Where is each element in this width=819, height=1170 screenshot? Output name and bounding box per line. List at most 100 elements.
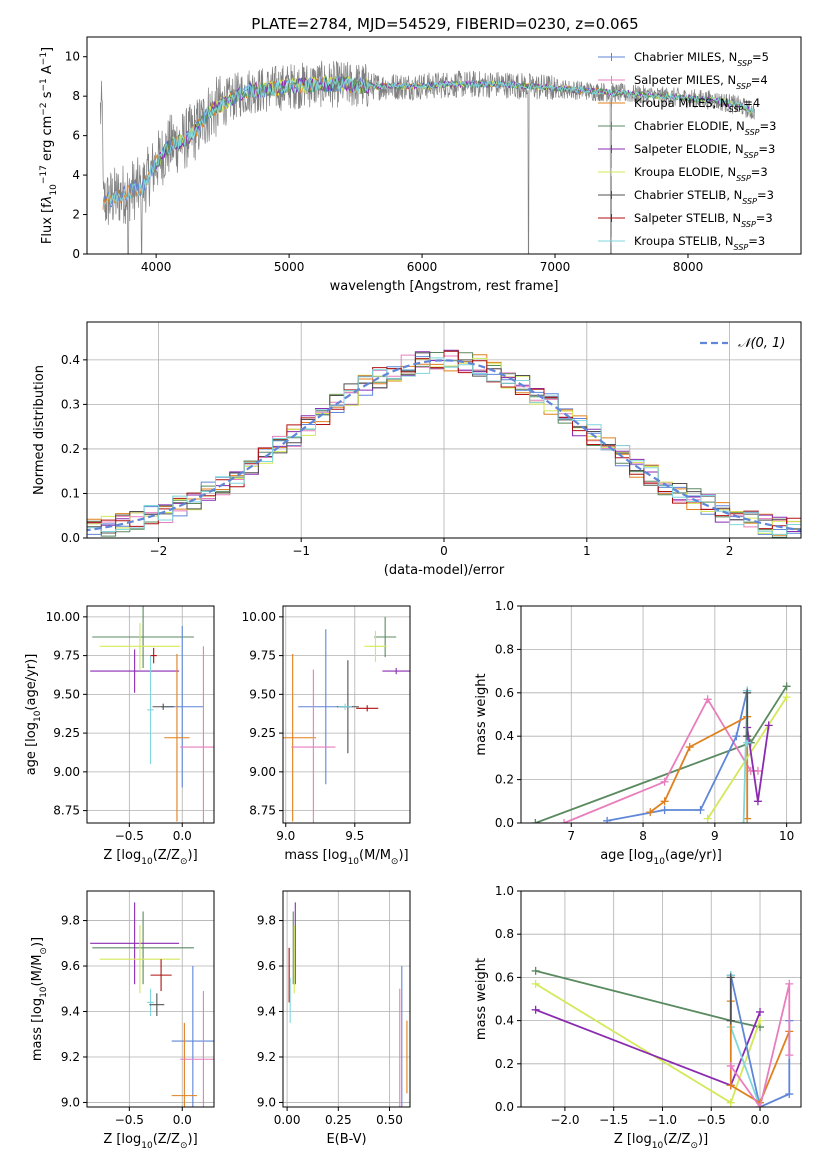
error-bar-point xyxy=(92,606,194,668)
residuals-legend: 𝒩(0, 1) xyxy=(700,336,785,351)
x-tick-label: 0.50 xyxy=(376,1113,403,1127)
residuals-panel: −2 −1 0 1 2 0.0 0.1 0.2 0.3 0.4 (data-model)/error… xyxy=(32,321,802,578)
x-tick-label: 0.0 xyxy=(173,829,192,843)
legend-label: Kroupa ELODIE, NSSP=3 xyxy=(634,165,768,183)
weight-marker xyxy=(739,819,748,823)
weight-marker xyxy=(782,693,791,702)
weight-marker xyxy=(531,979,540,988)
y-axis-label: mass weight xyxy=(474,958,489,1040)
y-axis-label: Flux [fλ10−17 erg cm−2 s−1 A−1] xyxy=(39,47,59,244)
legend-label: Salpeter ELODIE, NSSP=3 xyxy=(634,142,775,160)
weight-marker xyxy=(560,819,569,823)
x-tick-label: 6000 xyxy=(407,260,438,274)
legend-label: Chabrier STELIB, NSSP=3 xyxy=(634,188,774,206)
error-bar-point xyxy=(99,925,181,994)
legend-label: Kroupa MILES, NSSP=4 xyxy=(634,96,760,114)
y-tick-label: 9.50 xyxy=(249,687,276,701)
y-tick-label: 8.75 xyxy=(249,804,276,818)
weight-line-chabrier-miles xyxy=(607,690,749,822)
error-bar-point xyxy=(180,646,214,823)
weight-marker xyxy=(696,805,705,814)
axes-frame xyxy=(520,605,802,824)
y-axis-label: mass weight xyxy=(474,673,489,755)
error-bar-point xyxy=(171,966,214,1107)
y-tick-label: 9.6 xyxy=(257,959,276,973)
axes-frame xyxy=(86,605,215,824)
x-tick-label: 0 xyxy=(440,544,448,558)
y-axis-label: Normed distribution xyxy=(32,365,47,495)
weight-marker xyxy=(726,1081,735,1090)
error-bar-point xyxy=(364,630,387,662)
weight-line-kroupa-elodie xyxy=(706,696,788,820)
x-axis-label: E(B-V) xyxy=(326,1132,366,1147)
weight-marker xyxy=(764,721,773,730)
x-tick-label: 0.25 xyxy=(325,1113,352,1127)
x-tick-label: −1.5 xyxy=(599,1113,628,1127)
weight-line-kroupa-elodie xyxy=(535,983,761,1105)
weight-marker xyxy=(646,808,655,817)
error-bar-point xyxy=(90,902,180,985)
weight-marker xyxy=(782,682,791,691)
error-bar-point xyxy=(150,959,172,992)
axes-frame xyxy=(282,605,411,824)
weight-marker xyxy=(703,814,712,823)
x-tick-label: −0.5 xyxy=(115,1113,144,1127)
weight-line-salpeter-elodie xyxy=(535,1008,761,1087)
error-bar-point xyxy=(382,668,410,675)
weight-marker xyxy=(785,1051,794,1060)
y-tick-label: 9.75 xyxy=(249,649,276,663)
y-tick-label: 9.4 xyxy=(61,1005,80,1019)
axes-frame xyxy=(520,890,802,1108)
y-tick-label: 10.00 xyxy=(46,610,80,624)
y-axis-label: mass [log10(M/M⊙)] xyxy=(30,937,49,1061)
weight-marker xyxy=(703,695,712,704)
y-tick-label: 9.25 xyxy=(53,726,80,740)
y-tick-label: 0.4 xyxy=(495,729,514,743)
x-tick-label: 10 xyxy=(779,829,794,843)
weight-marker xyxy=(660,805,669,814)
x-tick-label: 7000 xyxy=(540,260,571,274)
weight-line-chabrier-elodie xyxy=(535,970,761,1028)
error-bar-point xyxy=(152,703,174,710)
y-axis-label: age [log10(age/yr)] xyxy=(24,654,43,776)
plot-area xyxy=(531,682,791,823)
weight-marker xyxy=(756,1103,765,1107)
weight-marker xyxy=(785,979,794,988)
error-bar-point xyxy=(356,705,379,712)
age-vs-metallicity-panel: −0.5 0.0 8.75 9.00 9.25 9.50 9.75 10.00 Z [log10… xyxy=(24,605,215,867)
y-tick-label: 0.8 xyxy=(495,927,514,941)
weight-line-kroupa-miles xyxy=(729,1001,791,1105)
x-tick-label: −1.0 xyxy=(648,1113,677,1127)
x-tick-label: −1 xyxy=(292,544,310,558)
legend-label: Salpeter MILES, NSSP=4 xyxy=(634,73,768,91)
weight-marker xyxy=(753,797,762,806)
plot-area xyxy=(283,616,410,823)
histogram-kroupa-stelib xyxy=(87,357,801,537)
legend-label: 𝒩(0, 1) xyxy=(738,336,785,351)
spectrum-legend: Chabrier MILES, NSSP=5 Salpeter MILES, NS… xyxy=(598,50,776,252)
weight-marker xyxy=(756,1007,765,1016)
x-tick-label: 0.0 xyxy=(750,1113,769,1127)
x-tick-label: 1 xyxy=(583,544,591,558)
y-tick-label: 0.6 xyxy=(495,686,514,700)
weight-marker xyxy=(531,819,540,823)
weight-marker xyxy=(726,1061,735,1070)
x-axis-label: wavelength [Angstrom, rest frame] xyxy=(330,279,559,294)
error-bar-point xyxy=(374,616,397,658)
y-tick-label: 0.8 xyxy=(495,642,514,656)
y-tick-label: 6 xyxy=(72,129,80,143)
y-tick-label: 9.4 xyxy=(257,1005,276,1019)
y-tick-label: 9.6 xyxy=(61,959,80,973)
x-tick-label: 0.00 xyxy=(274,1113,301,1127)
y-tick-label: 0.3 xyxy=(61,397,80,411)
y-tick-label: 10 xyxy=(65,50,80,64)
y-tick-label: 0.0 xyxy=(495,816,514,830)
y-tick-label: 0.2 xyxy=(61,442,80,456)
y-tick-label: 0.0 xyxy=(495,1100,514,1114)
y-tick-label: 8 xyxy=(72,89,80,103)
error-bar-point xyxy=(90,649,180,693)
plot-area xyxy=(90,902,214,1107)
y-tick-label: 9.00 xyxy=(53,765,80,779)
y-tick-label: 0.2 xyxy=(495,773,514,787)
y-tick-label: 0.4 xyxy=(495,1014,514,1028)
